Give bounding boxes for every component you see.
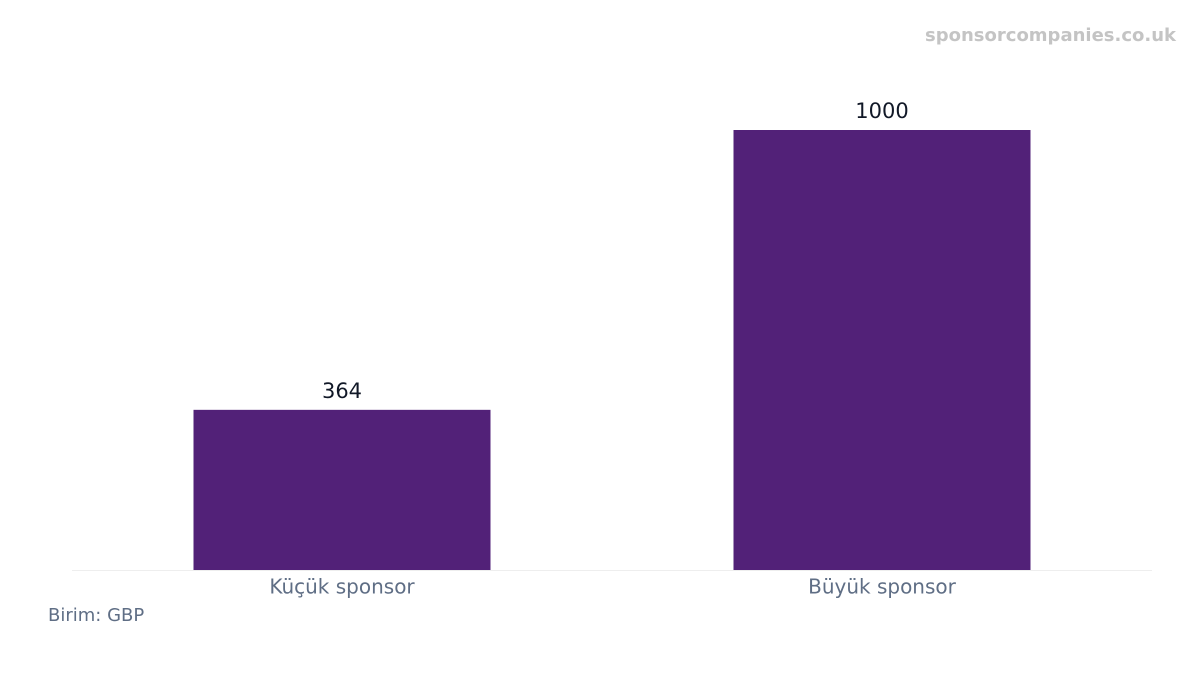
value-label: 1000 [855, 99, 908, 123]
unit-note: Birim: GBP [48, 605, 144, 626]
bar [733, 130, 1031, 570]
x-tick-label: Büyük sponsor [808, 575, 957, 599]
watermark: sponsorcompanies.co.uk [925, 25, 1177, 46]
value-label: 364 [322, 379, 362, 403]
x-tick-label: Küçük sponsor [269, 575, 415, 599]
bar [193, 409, 491, 570]
